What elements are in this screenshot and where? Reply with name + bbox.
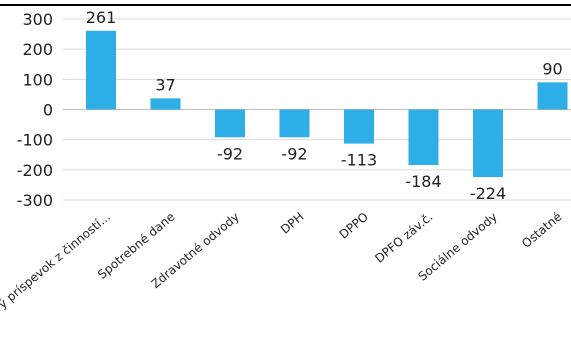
grid-lines xyxy=(63,18,571,201)
data-label-1: 261 xyxy=(86,8,117,27)
bar-2 xyxy=(150,98,181,110)
data-label-6: -184 xyxy=(405,172,441,191)
y-tick-label: 0 xyxy=(43,101,53,120)
data-label-7: -224 xyxy=(470,184,506,203)
data-label-8: 90 xyxy=(542,59,562,78)
category-label-5: DPPO xyxy=(337,210,371,242)
y-tick-label: 300 xyxy=(22,10,53,29)
y-tick-label: -300 xyxy=(17,191,53,210)
category-label-8: Ostatné xyxy=(519,210,564,251)
category-label-4: DPH xyxy=(278,210,307,237)
y-tick-label: 200 xyxy=(22,40,53,59)
y-axis-ticks: 300 200 100 0 -100 -200 -300 xyxy=(17,10,53,210)
y-tick-label: -200 xyxy=(17,161,53,180)
data-label-3: -92 xyxy=(217,144,243,163)
bar-1 xyxy=(86,30,116,110)
category-label-6: DPFO záv.č. xyxy=(372,210,435,266)
bar-5 xyxy=(344,109,374,144)
y-tick-label: 100 xyxy=(22,70,53,89)
bars xyxy=(86,30,568,178)
x-axis-categories: Daňový príspevok z činností...Spotrebné … xyxy=(0,210,564,337)
bar-6 xyxy=(408,109,439,166)
data-label-5: -113 xyxy=(341,151,377,170)
bar-4 xyxy=(279,109,310,138)
bar-8 xyxy=(537,82,568,110)
data-label-2: 37 xyxy=(155,75,175,94)
data-label-4: -92 xyxy=(281,144,307,163)
data-labels: 261 37 -92 -92 -113 -184 -224 90 xyxy=(86,8,563,203)
bar-3 xyxy=(215,109,245,138)
bar-7 xyxy=(473,109,503,178)
y-tick-label: -100 xyxy=(17,131,53,150)
